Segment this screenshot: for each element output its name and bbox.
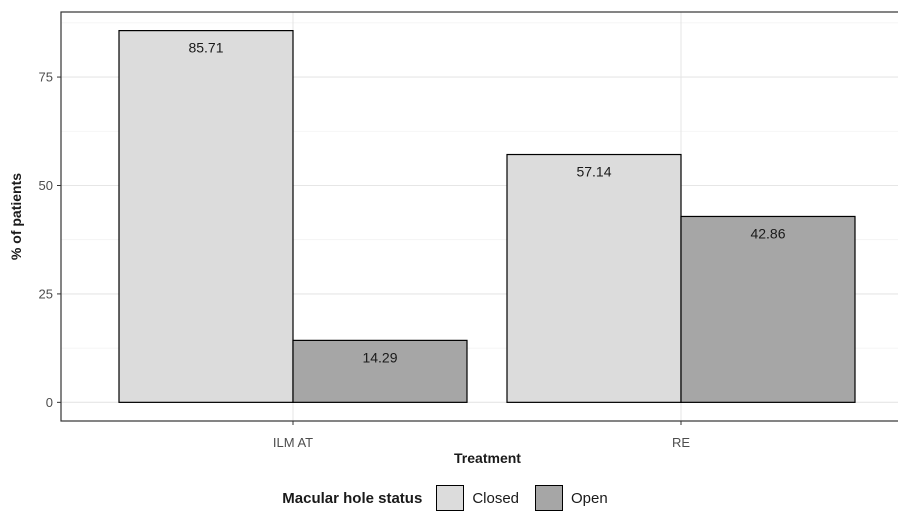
legend-title: Macular hole status (282, 489, 423, 507)
bars (118, 30, 856, 403)
data-label: 85.71 (188, 40, 223, 56)
data-label: 57.14 (576, 164, 611, 180)
y-tick-label: 50 (39, 178, 53, 193)
legend-item-closed: Closed (436, 485, 519, 511)
x-tick-label: RE (672, 435, 690, 450)
data-labels: 85.71 57.14 14.29 42.86 (188, 40, 785, 366)
x-axis-title: Treatment (454, 450, 521, 466)
y-axis-ticks: 0 25 50 75 (39, 70, 61, 410)
y-tick-label: 0 (46, 395, 53, 410)
legend-label-open: Open (571, 489, 608, 507)
legend-key-closed (436, 485, 465, 511)
data-label: 42.86 (750, 225, 785, 241)
bar-open-1 (680, 215, 856, 403)
bar-chart: 85.71 57.14 14.29 42.86 0 25 50 75 ILM AT RE Tr… (8, 11, 898, 466)
y-tick-label: 75 (39, 70, 53, 85)
bar-closed-1 (506, 153, 682, 403)
y-axis-title: % of patients (8, 173, 24, 260)
legend-item-open: Open (535, 485, 608, 511)
legend-label-closed: Closed (472, 489, 520, 507)
panel-border (60, 11, 898, 422)
legend: Macular hole status Closed Open (0, 482, 898, 514)
x-axis-ticks: ILM AT RE (273, 421, 690, 450)
y-tick-label: 25 (39, 286, 53, 301)
data-label: 14.29 (362, 349, 397, 365)
bar-closed-0 (118, 30, 294, 403)
bar-open-0 (292, 339, 468, 403)
x-tick-label: ILM AT (273, 435, 313, 450)
legend-key-open (535, 485, 564, 511)
